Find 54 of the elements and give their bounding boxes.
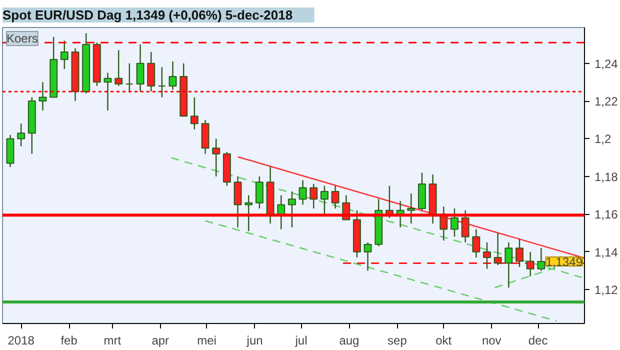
candlestick [255,176,264,210]
y-tick-label: 1,24 [594,56,618,71]
candlestick [234,176,242,228]
y-tick-label: 1,2 [594,132,612,146]
x-tick-label: mrt [104,334,122,348]
x-tick-label: feb [60,334,78,348]
candlestick [158,66,166,98]
candlestick [504,242,513,288]
x-tick-label: aug [339,334,360,348]
candlestick [483,242,491,270]
candlestick [104,72,112,112]
candlestick [494,232,502,266]
x-tick-label: 2018 [8,334,35,348]
candlestick [537,247,546,272]
candlestick [310,183,318,210]
y-tick-label: 1,22 [594,94,618,109]
candlestick [147,51,156,92]
candlestick [190,96,198,130]
candlestick [212,138,220,178]
x-tick-label: dec [528,334,548,348]
x-tick-label: sep [388,334,408,348]
candlestick [277,194,286,230]
candlestick [136,44,144,92]
y-tick-label: 1,12 [594,283,618,298]
annotation: 1,1349 [546,254,583,269]
x-tick-label: nov [482,334,502,348]
candlestick [168,60,177,90]
candlestick [38,82,47,112]
chart-subtitle: Koers [6,32,38,46]
candlestick [17,123,26,147]
y-tick-label: 1,18 [594,170,618,184]
candlestick [331,185,340,210]
candlestick [298,180,307,206]
x-tick-label: jul [294,334,308,348]
candlestick [516,238,524,268]
y-tick-label: 1,16 [594,208,618,222]
y-tick-label: 1,14 [594,245,618,260]
x-tick-label: jun [246,334,263,348]
candlestick [472,228,480,258]
x-tick-label: apr [152,334,170,348]
candlestick [364,242,372,272]
candlestick [461,210,470,244]
candlestick [288,190,296,228]
candlestick [114,50,123,87]
x-tick-label: okt [436,334,452,348]
candlestick [450,208,458,238]
candlestick [244,194,253,232]
x-tick-label: mei [197,334,216,348]
chart-title: Spot EUR/USD Dag 1,1349 (+0,06%) 5-dec-2018 [2,8,293,22]
candlestick [60,40,68,70]
candlestick [526,251,534,277]
candlestick [320,185,328,215]
candlestick [125,62,134,92]
candlestick [407,192,416,224]
